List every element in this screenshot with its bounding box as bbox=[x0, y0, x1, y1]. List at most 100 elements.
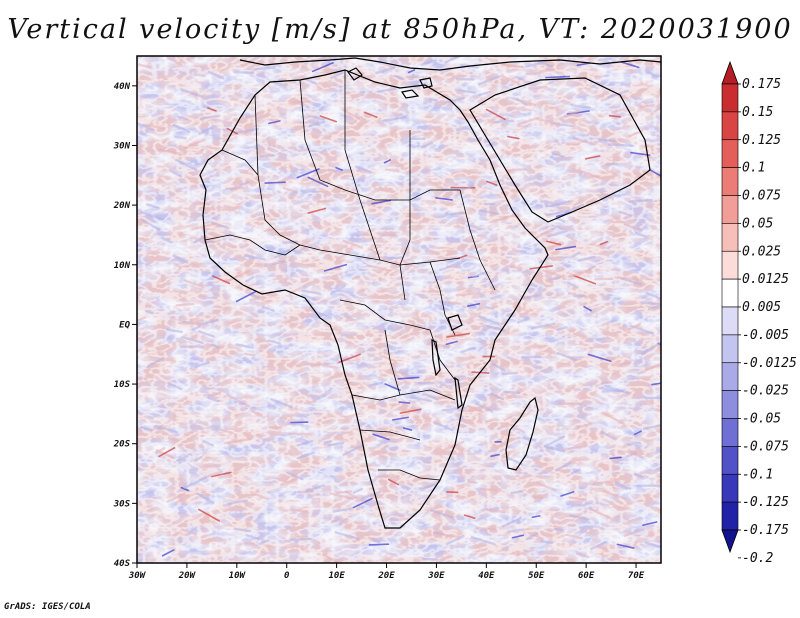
field-streak bbox=[467, 480, 478, 484]
field-streak bbox=[623, 223, 643, 232]
field-streak bbox=[592, 480, 614, 486]
velocity-field bbox=[137, 56, 661, 563]
field-streak bbox=[435, 197, 453, 201]
lat-tick-label: 30N bbox=[113, 141, 131, 151]
field-streak bbox=[387, 478, 400, 486]
lat-tick-label: 30S bbox=[113, 499, 131, 509]
field-streak bbox=[501, 517, 522, 528]
colorbar-swatch bbox=[721, 306, 739, 336]
field-streak bbox=[296, 440, 314, 447]
africa-coastline bbox=[199, 69, 549, 529]
field-streak bbox=[486, 508, 506, 514]
colorbar-swatch bbox=[721, 223, 739, 252]
field-streak bbox=[137, 316, 147, 322]
field-streak bbox=[180, 486, 190, 492]
field-streak bbox=[316, 199, 335, 204]
field-streak bbox=[556, 352, 578, 362]
lon-tick-label: 20W bbox=[178, 571, 197, 581]
field-streak bbox=[441, 440, 465, 452]
colorbar-swatch bbox=[721, 362, 739, 391]
field-streak bbox=[305, 484, 326, 493]
field-streak bbox=[330, 71, 344, 80]
field-streak bbox=[490, 453, 500, 458]
field-streak bbox=[342, 444, 364, 456]
field-streak bbox=[620, 82, 631, 87]
field-streak bbox=[464, 254, 488, 262]
field-streak bbox=[146, 356, 165, 368]
field-streak bbox=[633, 472, 644, 479]
field-streak bbox=[540, 540, 554, 545]
field-streak bbox=[543, 445, 566, 453]
lat-tick-label: 10S bbox=[114, 380, 131, 390]
field-streak bbox=[564, 203, 585, 214]
field-streak bbox=[545, 210, 569, 217]
field-streak bbox=[536, 118, 561, 125]
colorbar-max-arrow bbox=[721, 60, 739, 85]
field-streak bbox=[478, 90, 491, 97]
field-streak bbox=[376, 87, 397, 93]
field-streak bbox=[175, 302, 195, 307]
field-streak bbox=[396, 370, 408, 376]
field-streak bbox=[335, 166, 343, 171]
colorbar-swatch bbox=[721, 390, 739, 419]
field-streak bbox=[408, 69, 416, 74]
field-streak bbox=[146, 203, 160, 209]
field-streak bbox=[142, 123, 166, 130]
field-streak bbox=[648, 168, 661, 177]
field-streak bbox=[588, 265, 596, 271]
field-streak bbox=[166, 492, 186, 504]
field-streak bbox=[555, 245, 577, 251]
field-streak bbox=[608, 114, 621, 118]
field-streak bbox=[210, 343, 220, 349]
field-streak bbox=[354, 165, 372, 174]
field-streak bbox=[576, 552, 590, 559]
field-streak bbox=[342, 239, 363, 249]
colorbar-swatch bbox=[721, 139, 739, 168]
field-streak bbox=[583, 305, 592, 312]
field-streak bbox=[626, 441, 642, 446]
field-streak bbox=[579, 169, 601, 180]
field-streak bbox=[282, 186, 298, 194]
colorbar-label: -0.125 bbox=[742, 495, 789, 510]
field-streak bbox=[371, 199, 392, 205]
field-streak bbox=[474, 402, 494, 413]
field-streak bbox=[511, 534, 525, 539]
field-streak bbox=[514, 75, 525, 82]
field-streak bbox=[327, 168, 338, 173]
field-streak bbox=[576, 422, 593, 429]
field-streak bbox=[454, 88, 476, 94]
field-streak bbox=[463, 514, 476, 519]
field-streak bbox=[566, 281, 579, 289]
europe-coastline bbox=[239, 57, 662, 71]
field-streak bbox=[604, 412, 626, 425]
field-streak bbox=[641, 341, 661, 355]
field-streak bbox=[544, 435, 566, 448]
field-streak bbox=[456, 77, 475, 81]
field-streak bbox=[618, 210, 633, 217]
field-streak bbox=[600, 381, 613, 385]
field-streak bbox=[161, 549, 175, 557]
field-streak bbox=[614, 481, 632, 490]
field-streak bbox=[569, 514, 590, 521]
field-streak bbox=[556, 326, 568, 331]
field-streak bbox=[534, 226, 557, 240]
field-streak bbox=[339, 400, 356, 405]
field-streak bbox=[538, 68, 556, 73]
lon-tick-label: 10E bbox=[328, 571, 345, 581]
field-streak bbox=[393, 74, 404, 80]
field-streak bbox=[551, 152, 564, 158]
field-streak bbox=[506, 456, 524, 466]
colorbar-min-arrow bbox=[721, 529, 739, 554]
field-streak bbox=[194, 73, 206, 77]
field-streak bbox=[630, 151, 651, 156]
field-streak bbox=[202, 440, 214, 447]
field-streak bbox=[144, 309, 155, 315]
field-streak bbox=[382, 115, 407, 122]
field-streak bbox=[467, 302, 481, 307]
colorbar-swatch bbox=[721, 446, 739, 475]
field-streak bbox=[235, 290, 257, 303]
field-streak bbox=[477, 75, 501, 86]
colorbar-swatch bbox=[721, 83, 739, 113]
field-streak bbox=[644, 364, 661, 370]
colorbar-label: 0.15 bbox=[742, 105, 773, 120]
